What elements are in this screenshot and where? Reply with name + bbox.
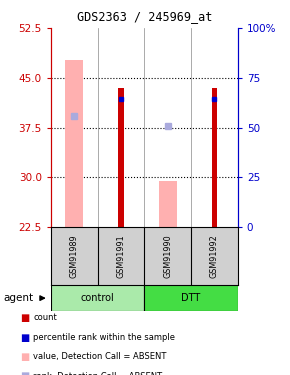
Text: percentile rank within the sample: percentile rank within the sample: [33, 333, 175, 342]
Text: ■: ■: [20, 313, 29, 323]
Text: GSM91991: GSM91991: [116, 234, 125, 278]
Text: value, Detection Call = ABSENT: value, Detection Call = ABSENT: [33, 352, 167, 362]
Text: count: count: [33, 314, 57, 322]
Bar: [212, 88, 217, 227]
Text: GSM91992: GSM91992: [210, 234, 219, 278]
Text: GSM91989: GSM91989: [70, 234, 79, 278]
Text: control: control: [81, 293, 114, 303]
Text: GDS2363 / 245969_at: GDS2363 / 245969_at: [77, 10, 213, 24]
Text: GSM91990: GSM91990: [163, 234, 172, 278]
Bar: [118, 88, 124, 227]
Bar: [65, 60, 83, 227]
Text: ■: ■: [20, 372, 29, 375]
Text: ■: ■: [20, 352, 29, 362]
Text: rank, Detection Call = ABSENT: rank, Detection Call = ABSENT: [33, 372, 162, 375]
Bar: [159, 181, 177, 227]
Text: agent: agent: [3, 293, 33, 303]
Text: ■: ■: [20, 333, 29, 342]
Bar: [144, 285, 238, 311]
Text: DTT: DTT: [182, 293, 201, 303]
Bar: [51, 285, 144, 311]
